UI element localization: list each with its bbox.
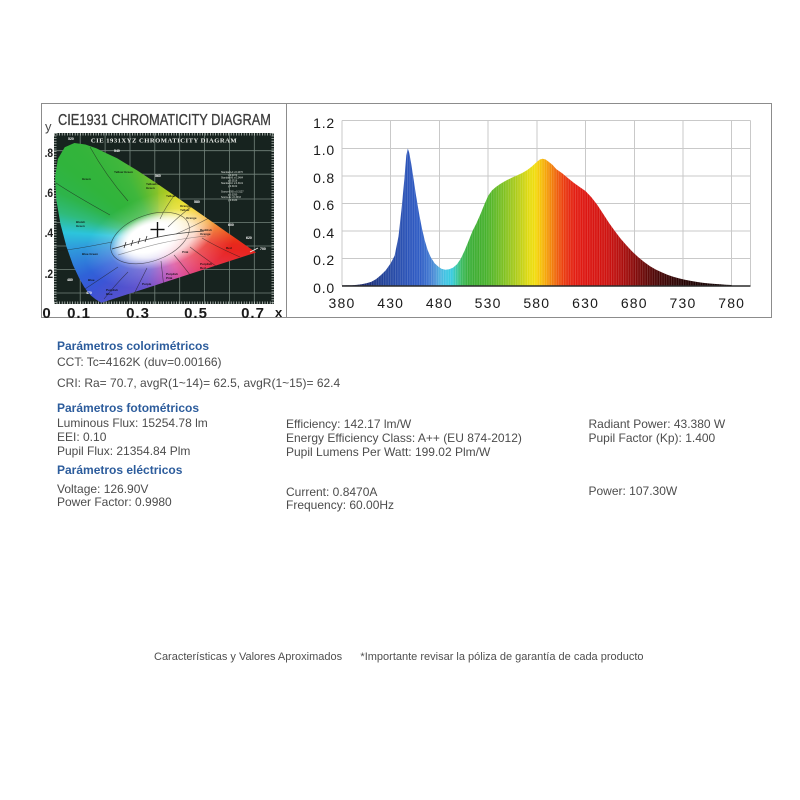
svg-text:600: 600 <box>228 223 234 227</box>
svg-text:y:0.3290: y:0.3290 <box>228 193 238 196</box>
svg-text:Yellow: Yellow <box>166 194 176 198</box>
svg-text:Blue Green: Blue Green <box>82 252 98 256</box>
svg-text:Green: Green <box>76 224 85 228</box>
svg-text:Pink: Pink <box>182 250 189 254</box>
svg-text:Red: Red <box>200 266 206 270</box>
svg-text:520: 520 <box>68 137 74 141</box>
svg-text:Purplish: Purplish <box>200 262 212 266</box>
svg-text:Source-E x:0.3333: Source-E x:0.3333 <box>221 196 241 199</box>
svg-text:580: 580 <box>194 200 200 204</box>
svg-text:Yellow Green: Yellow Green <box>114 170 133 174</box>
svg-text:480: 480 <box>67 278 73 282</box>
svg-text:Purplish: Purplish <box>166 272 178 276</box>
svg-text:y:0.3162: y:0.3162 <box>228 185 238 188</box>
svg-text:Yellow: Yellow <box>180 208 190 212</box>
svg-text:Purplish: Purplish <box>106 288 118 292</box>
svg-text:Reddish: Reddish <box>200 228 212 232</box>
svg-text:Purple: Purple <box>142 282 152 286</box>
svg-text:y:0.4074: y:0.4074 <box>228 174 238 177</box>
svg-text:y:0.3516: y:0.3516 <box>228 179 238 182</box>
svg-text:Standard-A x:0.4476: Standard-A x:0.4476 <box>221 171 243 174</box>
svg-text:620: 620 <box>246 236 252 240</box>
svg-text:Blue: Blue <box>106 292 113 296</box>
svg-text:540: 540 <box>114 149 120 153</box>
svg-text:Orange: Orange <box>186 216 197 220</box>
svg-text:Red: Red <box>226 246 232 250</box>
svg-text:Pink: Pink <box>166 276 173 280</box>
svg-text:700: 700 <box>260 247 266 251</box>
svg-text:Orange: Orange <box>180 204 191 208</box>
svg-text:Source-D65 x:0.3127: Source-D65 x:0.3127 <box>221 191 244 194</box>
svg-text:Standard-C x:0.3101: Standard-C x:0.3101 <box>221 182 244 185</box>
svg-text:Orange: Orange <box>200 232 211 236</box>
svg-text:Green: Green <box>146 186 155 190</box>
svg-text:Bluish: Bluish <box>76 220 85 224</box>
svg-text:y:0.3333: y:0.3333 <box>228 199 238 202</box>
svg-text:CIE 1931XYZ CHROMATICITY DIAGR: CIE 1931XYZ CHROMATICITY DIAGRAM <box>91 138 238 145</box>
svg-text:Green: Green <box>82 177 91 181</box>
svg-text:560: 560 <box>155 174 161 178</box>
svg-text:470: 470 <box>86 291 92 295</box>
svg-text:Yellowish: Yellowish <box>146 182 160 186</box>
svg-text:Standard-B x:0.3484: Standard-B x:0.3484 <box>221 177 244 180</box>
svg-text:Blue: Blue <box>88 278 95 282</box>
